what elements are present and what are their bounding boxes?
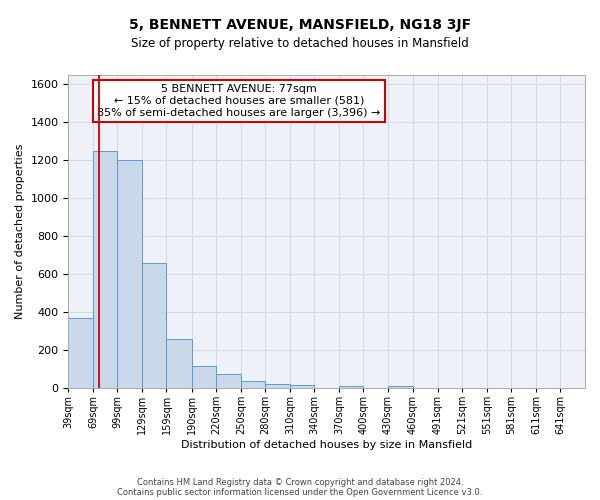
Bar — [68, 318, 93, 388]
Bar — [290, 386, 314, 388]
Bar — [217, 374, 241, 388]
Bar — [118, 160, 142, 388]
Bar — [265, 384, 290, 388]
Text: 5, BENNETT AVENUE, MANSFIELD, NG18 3JF: 5, BENNETT AVENUE, MANSFIELD, NG18 3JF — [129, 18, 471, 32]
Text: 5 BENNETT AVENUE: 77sqm
← 15% of detached houses are smaller (581)
85% of semi-d: 5 BENNETT AVENUE: 77sqm ← 15% of detache… — [97, 84, 380, 117]
Bar — [93, 151, 118, 388]
Y-axis label: Number of detached properties: Number of detached properties — [15, 144, 25, 320]
Text: Size of property relative to detached houses in Mansfield: Size of property relative to detached ho… — [131, 38, 469, 51]
Bar — [388, 386, 413, 388]
X-axis label: Distribution of detached houses by size in Mansfield: Distribution of detached houses by size … — [181, 440, 472, 450]
Text: Contains public sector information licensed under the Open Government Licence v3: Contains public sector information licen… — [118, 488, 482, 497]
Text: Contains HM Land Registry data © Crown copyright and database right 2024.: Contains HM Land Registry data © Crown c… — [137, 478, 463, 487]
Bar — [339, 386, 364, 388]
Bar — [241, 380, 265, 388]
Bar — [142, 263, 166, 388]
Bar — [192, 366, 217, 388]
Bar — [166, 339, 192, 388]
